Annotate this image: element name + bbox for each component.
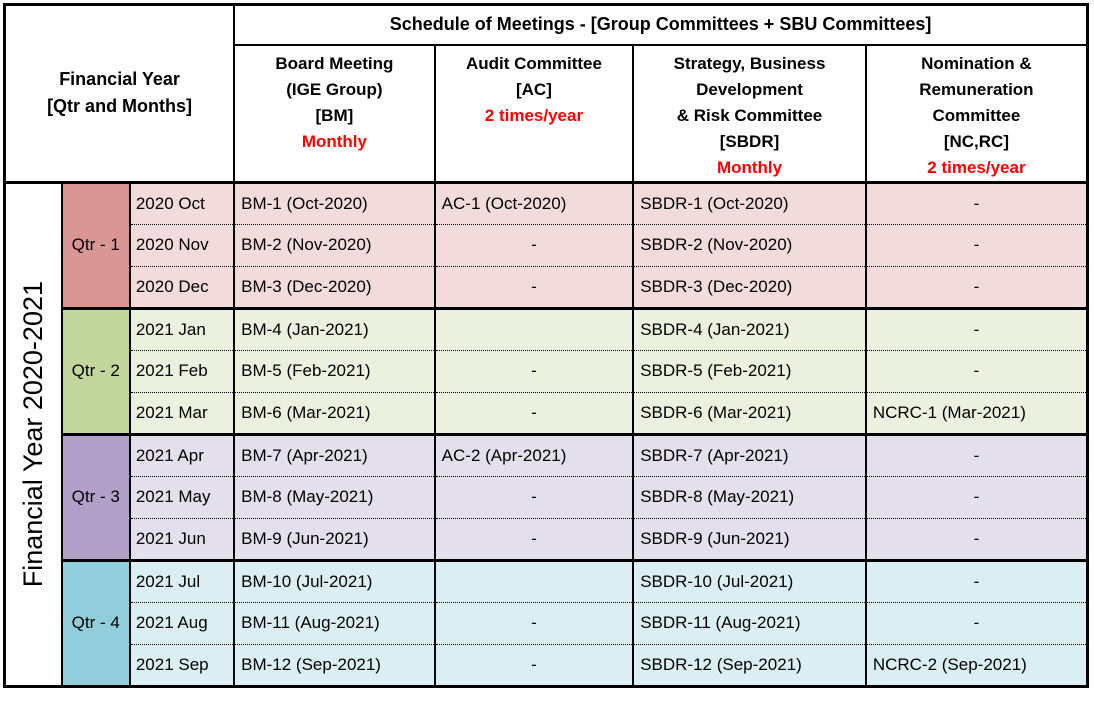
bm-cell: BM-7 (Apr-2021) [233, 432, 435, 476]
month-cell: 2020 Dec [128, 265, 235, 308]
sbdr-cell: SBDR-6 (Mar-2021) [632, 391, 866, 434]
ac-cell [433, 558, 634, 602]
sbdr-cell: SBDR-9 (Jun-2021) [632, 517, 866, 560]
month-cell: 2021 May [128, 475, 235, 518]
corner-header-cell: Financial Year [Qtr and Months] [4, 4, 235, 184]
financial-year-label: Financial Year 2020-2021 [4, 180, 62, 686]
ncrc-cell: - [864, 306, 1088, 350]
column-header-audit-committee: Audit Committee [AC] 2 times/year [433, 44, 634, 184]
month-cell: 2021 Feb [128, 349, 235, 392]
bm-cell: BM-10 (Jul-2021) [233, 558, 435, 602]
month-cell: 2021 Sep [128, 643, 235, 686]
meeting-frequency: Monthly [716, 157, 783, 177]
ncrc-cell: - [864, 432, 1088, 476]
ncrc-cell: NCRC-2 (Sep-2021) [864, 643, 1088, 686]
meeting-frequency: 2 times/year [927, 157, 1026, 177]
sbdr-cell: SBDR-3 (Dec-2020) [632, 265, 866, 308]
meetings-schedule-table: Financial Year [Qtr and Months] Schedule… [3, 3, 1089, 688]
sbdr-cell: SBDR-2 (Nov-2020) [632, 223, 866, 266]
bm-cell: BM-9 (Jun-2021) [233, 517, 435, 560]
header-line: Board Meeting [275, 53, 394, 73]
ac-cell [433, 306, 634, 350]
month-cell: 2021 Jun [128, 517, 235, 560]
ncrc-cell: - [864, 349, 1088, 392]
meeting-frequency: 2 times/year [484, 105, 584, 125]
month-cell: 2021 Jan [128, 306, 235, 350]
corner-line-2: [Qtr and Months] [47, 96, 193, 117]
column-header-ncrc-committee: Nomination & Remuneration Committee [NC,… [864, 44, 1088, 184]
header-line: Committee [932, 105, 1021, 125]
ac-cell: - [433, 223, 634, 266]
ncrc-cell: - [864, 265, 1088, 308]
ac-cell: AC-1 (Oct-2020) [433, 180, 634, 224]
bm-cell: BM-8 (May-2021) [233, 475, 435, 518]
ac-cell: AC-2 (Apr-2021) [433, 432, 634, 476]
sbdr-cell: SBDR-4 (Jan-2021) [632, 306, 866, 350]
bm-cell: BM-3 (Dec-2020) [233, 265, 435, 308]
ncrc-cell: NCRC-1 (Mar-2021) [864, 391, 1088, 434]
header-line: [NC,RC] [943, 131, 1009, 151]
month-cell: 2020 Nov [128, 223, 235, 266]
meeting-frequency: Monthly [301, 131, 367, 151]
bm-cell: BM-5 (Feb-2021) [233, 349, 435, 392]
quarter-label-q4: Qtr - 4 [60, 558, 130, 686]
month-cell: 2021 Apr [128, 432, 235, 476]
bm-cell: BM-12 (Sep-2021) [233, 643, 435, 686]
quarter-label-q1: Qtr - 1 [60, 180, 130, 308]
header-line: (IGE Group) [286, 79, 383, 99]
sbdr-cell: SBDR-10 (Jul-2021) [632, 558, 866, 602]
header-line: [BM] [315, 105, 354, 125]
sbdr-cell: SBDR-7 (Apr-2021) [632, 432, 866, 476]
sbdr-cell: SBDR-8 (May-2021) [632, 475, 866, 518]
header-line: [AC] [515, 79, 552, 99]
ncrc-cell: - [864, 180, 1088, 224]
bm-cell: BM-6 (Mar-2021) [233, 391, 435, 434]
bm-cell: BM-2 (Nov-2020) [233, 223, 435, 266]
month-cell: 2021 Aug [128, 601, 235, 644]
ncrc-cell: - [864, 223, 1088, 266]
month-cell: 2021 Mar [128, 391, 235, 434]
header-line: & Risk Committee [676, 105, 823, 125]
ncrc-cell: - [864, 475, 1088, 518]
ncrc-cell: - [864, 558, 1088, 602]
schedule-title: Schedule of Meetings - [Group Committees… [233, 4, 1088, 46]
header-line: [SBDR] [719, 131, 780, 151]
bm-cell: BM-1 (Oct-2020) [233, 180, 435, 224]
header-line: Nomination & [921, 53, 1032, 73]
column-header-sbdr-committee: Strategy, Business Development & Risk Co… [632, 44, 866, 184]
corner-line-1: Financial Year [59, 69, 180, 90]
header-line: Remuneration [919, 79, 1034, 99]
ncrc-cell: - [864, 517, 1088, 560]
ac-cell: - [433, 391, 634, 434]
ac-cell: - [433, 517, 634, 560]
ac-cell: - [433, 643, 634, 686]
header-line: Audit Committee [465, 53, 602, 73]
sbdr-cell: SBDR-11 (Aug-2021) [632, 601, 866, 644]
ac-cell: - [433, 265, 634, 308]
bm-cell: BM-4 (Jan-2021) [233, 306, 435, 350]
month-cell: 2020 Oct [128, 180, 235, 224]
column-header-board-meeting: Board Meeting (IGE Group) [BM] Monthly [233, 44, 435, 184]
sbdr-cell: SBDR-12 (Sep-2021) [632, 643, 866, 686]
ncrc-cell: - [864, 601, 1088, 644]
header-line: Strategy, Business [673, 53, 826, 73]
quarter-label-q3: Qtr - 3 [60, 432, 130, 560]
quarter-label-q2: Qtr - 2 [60, 306, 130, 434]
ac-cell: - [433, 475, 634, 518]
sbdr-cell: SBDR-1 (Oct-2020) [632, 180, 866, 224]
ac-cell: - [433, 349, 634, 392]
sbdr-cell: SBDR-5 (Feb-2021) [632, 349, 866, 392]
bm-cell: BM-11 (Aug-2021) [233, 601, 435, 644]
month-cell: 2021 Jul [128, 558, 235, 602]
ac-cell: - [433, 601, 634, 644]
header-line: Development [696, 79, 803, 99]
